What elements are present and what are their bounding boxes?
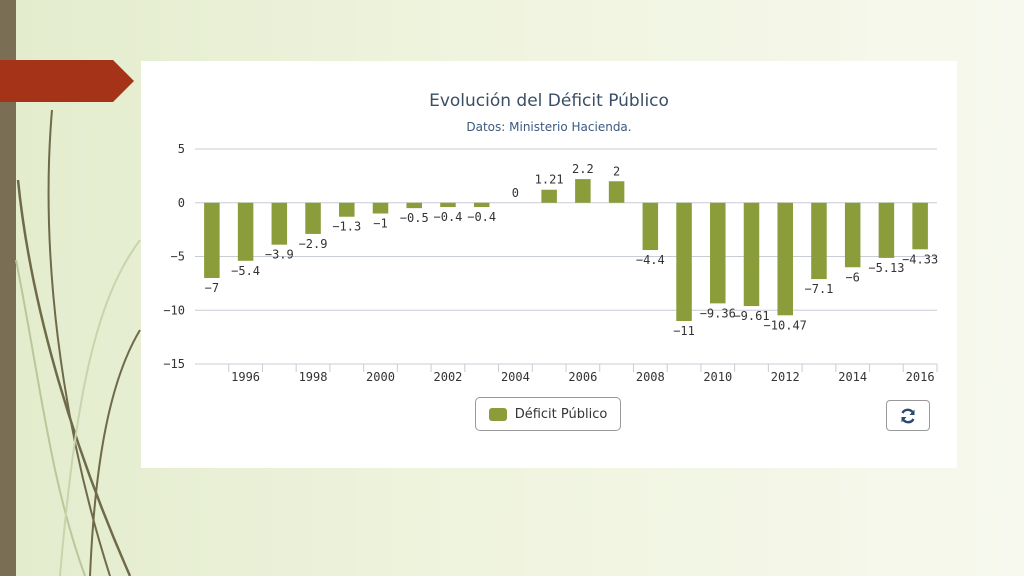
bar[interactable] [204,202,220,278]
x-tick-label: 2010 [703,370,732,384]
data-label: −0.5 [400,211,429,225]
bar[interactable] [710,202,726,304]
chart-panel: Evolución del Déficit Público Datos: Min… [141,61,957,468]
y-tick-label: 0 [178,196,185,210]
y-tick-label: −10 [163,303,185,317]
y-tick-label: −5 [171,250,185,264]
bar[interactable] [811,202,827,280]
bar[interactable] [676,202,692,321]
bar[interactable] [305,202,321,234]
left-accent-bar [0,0,16,576]
legend-swatch-icon [488,407,507,421]
data-label: −0.4 [467,210,496,224]
x-tick-label: 1996 [231,370,260,384]
legend-item[interactable]: Déficit Público [475,397,621,431]
bar[interactable] [575,179,591,203]
bar[interactable] [844,202,861,268]
bar[interactable] [878,202,895,258]
bar[interactable] [440,202,456,208]
y-tick-label: 5 [178,142,185,156]
data-label: 0 [512,186,519,200]
decorative-curves [15,109,141,576]
data-label: −4.4 [636,253,665,267]
data-label: −9.36 [700,306,736,320]
data-label: −1 [373,217,387,231]
chart-subtitle: Datos: Ministerio Hacienda. [466,120,631,134]
data-label: −3.9 [265,248,294,262]
data-label: −1.3 [332,220,361,234]
bar[interactable] [271,202,288,245]
bar[interactable] [237,202,254,261]
x-tick-label: 2002 [434,370,463,384]
bar[interactable] [912,202,928,250]
bar[interactable] [608,181,625,203]
bar[interactable] [541,189,557,203]
data-label: −7.1 [805,282,834,296]
x-tick-label: 2006 [568,370,597,384]
refresh-button[interactable] [886,400,930,431]
data-label: −9.61 [733,309,769,323]
data-label: 2 [613,164,620,178]
x-tick-label: 2012 [771,370,800,384]
legend-label: Déficit Público [514,406,608,422]
data-label: −0.4 [434,210,463,224]
data-label: −5.13 [868,261,904,275]
data-label: −5.4 [231,264,260,278]
data-label: 1.21 [535,173,564,187]
x-tick-label: 2008 [636,370,665,384]
bars [204,179,928,321]
title-arrow-shape [0,60,134,102]
data-label: −11 [673,324,695,338]
chart-title: Evolución del Déficit Público [429,91,669,111]
bar[interactable] [406,202,422,209]
data-label: −10.47 [764,318,807,332]
bar[interactable] [473,202,490,208]
bar[interactable] [642,202,659,251]
x-tick-label: 2004 [501,370,530,384]
data-labels: −7 −5.4 −3.9 −2.9 −1.3 −1 −0.5 −0.4 −0.4 0 1.21 2.2… [205,162,939,338]
data-label: −4.33 [902,252,938,266]
y-tick-label: −15 [163,357,185,371]
data-label: −2.9 [299,237,328,251]
data-label: −7 [205,281,219,295]
x-axis: 1996 1998 2000 2002 2004 2006 2008 2010 2012 2014… [195,363,938,384]
x-tick-label: 2000 [366,370,395,384]
bar[interactable] [743,202,760,307]
bar-chart: Evolución del Déficit Público Datos: Min… [163,91,939,384]
bar[interactable] [339,202,355,217]
data-label: −6 [845,270,859,284]
refresh-icon [901,408,915,423]
x-tick-label: 2014 [838,370,867,384]
data-label: 2.2 [572,162,594,176]
x-tick-label: 1998 [299,370,328,384]
bar[interactable] [777,202,793,316]
x-tick-label: 2016 [906,370,935,384]
bar[interactable] [372,202,389,214]
y-axis-ticks: 5 0 −5 −10 −15 [163,142,185,371]
